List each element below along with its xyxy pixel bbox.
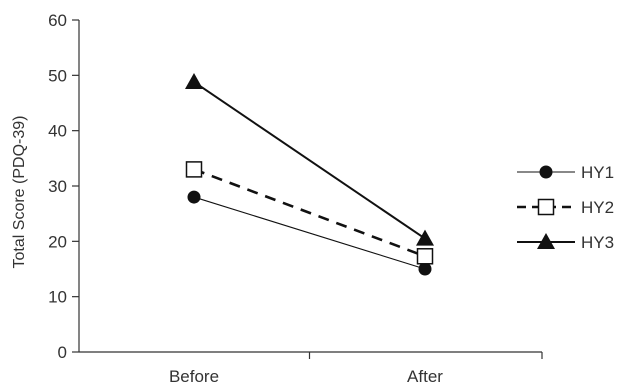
y-tick-label: 50 bbox=[48, 66, 67, 85]
series-line-hy3 bbox=[193, 81, 426, 240]
legend-item-hy2: HY2 bbox=[517, 198, 614, 217]
data-point-hy2-after bbox=[416, 248, 434, 265]
x-axis-ticks: Before After bbox=[169, 352, 543, 386]
y-tick-label: 0 bbox=[58, 343, 67, 362]
legend-label: HY2 bbox=[581, 198, 614, 217]
y-axis-title: Total Score (PDQ-39) bbox=[11, 116, 28, 269]
y-tick-label: 40 bbox=[48, 122, 67, 141]
series-hy3 bbox=[185, 72, 434, 246]
legend-marker bbox=[537, 198, 555, 216]
series-hy1 bbox=[187, 190, 432, 276]
series-line-hy1 bbox=[193, 196, 426, 270]
legend-marker bbox=[537, 233, 555, 249]
legend-item-hy1: HY1 bbox=[517, 163, 614, 182]
data-point-hy3-after bbox=[416, 229, 434, 246]
legend-item-hy3: HY3 bbox=[517, 233, 614, 252]
axes bbox=[78, 20, 542, 353]
data-point-hy1-before bbox=[187, 190, 201, 204]
y-tick-label: 30 bbox=[48, 177, 67, 196]
y-tick-label: 20 bbox=[48, 232, 67, 251]
x-tick-label: Before bbox=[169, 367, 219, 386]
series-group bbox=[185, 72, 434, 276]
y-tick-label: 10 bbox=[48, 288, 67, 307]
legend: HY1 HY2 HY3 bbox=[517, 163, 614, 252]
data-point-hy2-before bbox=[185, 161, 203, 178]
series-line-hy2 bbox=[193, 168, 426, 258]
legend-marker bbox=[539, 165, 553, 179]
x-tick-label: After bbox=[407, 367, 443, 386]
series-hy2 bbox=[185, 161, 434, 265]
legend-label: HY3 bbox=[581, 233, 614, 252]
legend-label: HY1 bbox=[581, 163, 614, 182]
y-tick-label: 60 bbox=[48, 11, 67, 30]
y-axis-ticks: 0 10 20 30 40 50 60 bbox=[48, 11, 79, 362]
data-point-hy1-after bbox=[418, 262, 432, 276]
data-point-hy3-before bbox=[185, 72, 203, 89]
